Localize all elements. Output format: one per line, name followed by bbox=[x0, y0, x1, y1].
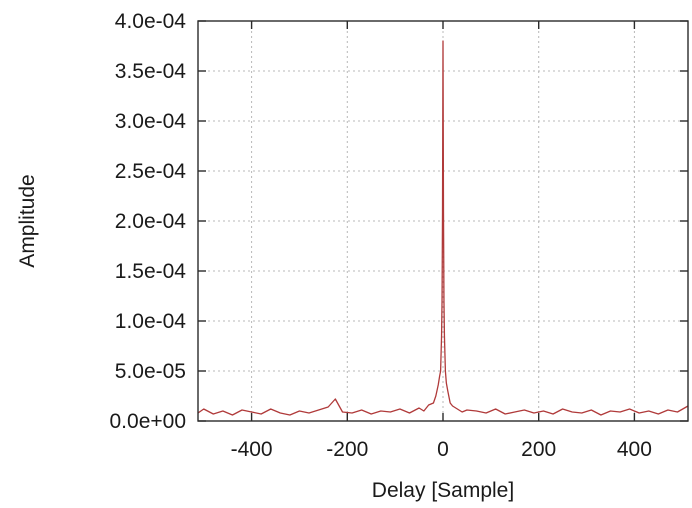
y-tick-label: 3.5e-04 bbox=[115, 60, 187, 83]
axis-ticks bbox=[198, 20, 688, 422]
data-series bbox=[197, 40, 689, 416]
y-tick-label: 2.0e-04 bbox=[115, 210, 187, 233]
y-tick-label: 1.5e-04 bbox=[115, 260, 187, 283]
x-axis-title: Delay [Sample] bbox=[372, 479, 514, 502]
x-tick-labels: -400 -200 0 200 400 bbox=[231, 438, 652, 461]
x-tick-label: 0 bbox=[437, 438, 449, 461]
x-tick-label: -400 bbox=[231, 438, 273, 461]
x-tick-label: 200 bbox=[521, 438, 556, 461]
series-line bbox=[197, 40, 689, 416]
y-axis-title: Amplitude bbox=[16, 174, 39, 267]
y-tick-label: 2.5e-04 bbox=[115, 160, 187, 183]
y-tick-labels: 0.0e+00 5.0e-05 1.0e-04 1.5e-04 2.0e-04 2.5e-… bbox=[110, 10, 187, 433]
y-tick-label: 1.0e-04 bbox=[115, 310, 187, 333]
y-tick-label: 3.0e-04 bbox=[115, 110, 187, 133]
y-tick-label: 0.0e+00 bbox=[110, 410, 187, 433]
y-tick-label: 5.0e-05 bbox=[115, 360, 186, 383]
x-tick-label: -200 bbox=[326, 438, 368, 461]
x-tick-label: 400 bbox=[617, 438, 652, 461]
y-tick-label: 4.0e-04 bbox=[115, 10, 187, 33]
